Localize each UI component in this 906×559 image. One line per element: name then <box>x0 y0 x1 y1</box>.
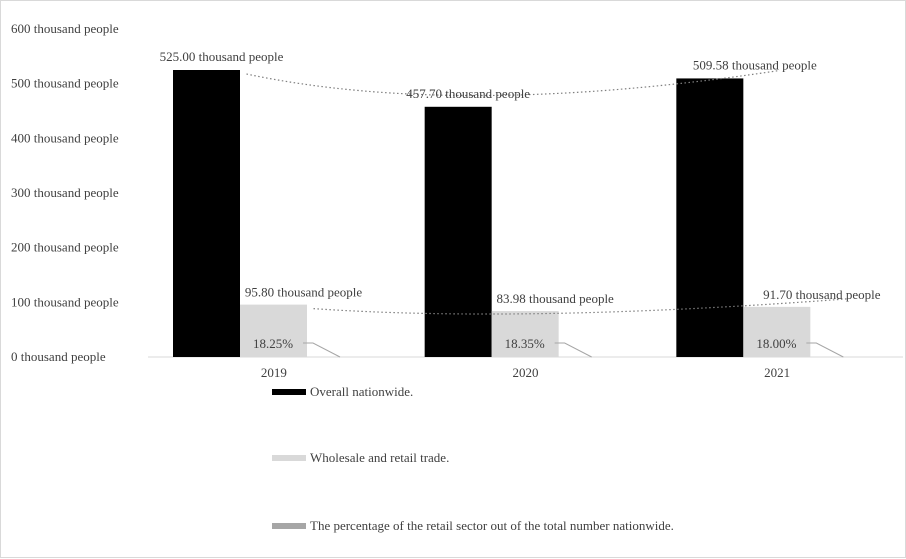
data-label-percentage: 18.25% <box>253 336 293 351</box>
bar-wholesale-retail <box>491 311 559 357</box>
x-tick-label: 2019 <box>261 365 287 380</box>
percentage-leader-line <box>554 342 592 358</box>
legend-swatch <box>272 455 306 461</box>
y-tick-label: 600 thousand people <box>11 21 119 36</box>
data-label-overall: 525.00 thousand people <box>160 49 284 64</box>
y-tick-label: 300 thousand people <box>11 185 119 200</box>
data-label-wholesale: 83.98 thousand people <box>496 291 614 306</box>
data-label-overall: 457.70 thousand people <box>406 86 530 101</box>
data-label-wholesale: 95.80 thousand people <box>245 285 363 300</box>
y-tick-label: 400 thousand people <box>11 130 119 145</box>
x-tick-label: 2021 <box>764 365 790 380</box>
legend-label: Overall nationwide. <box>310 384 413 399</box>
percentage-leader-line <box>806 342 844 358</box>
data-label-percentage: 18.00% <box>756 336 796 351</box>
trendline-overall <box>246 69 780 97</box>
data-label-percentage: 18.35% <box>505 336 545 351</box>
y-tick-label: 200 thousand people <box>11 240 119 255</box>
trend-layer <box>246 69 847 315</box>
bar-overall-nationwide <box>424 106 492 357</box>
bar-layer <box>173 70 811 358</box>
label-layer: 525.00 thousand people 95.80 thousand peo… <box>160 49 881 358</box>
legend-label: The percentage of the retail sector out … <box>310 518 674 533</box>
y-tick-label: 500 thousand people <box>11 76 119 91</box>
legend-swatch <box>272 389 306 395</box>
y-tick-label: 100 thousand people <box>11 294 119 309</box>
bar-overall-nationwide <box>173 70 240 357</box>
legend-swatch <box>272 523 306 529</box>
bar-wholesale-retail <box>240 304 307 357</box>
percentage-leader-line <box>303 342 341 358</box>
data-label-wholesale: 91.70 thousand people <box>763 287 881 302</box>
data-label-overall: 509.58 thousand people <box>693 57 817 72</box>
y-tick-label: 0 thousand people <box>11 349 106 364</box>
legend-label: Wholesale and retail trade. <box>310 450 449 465</box>
bar-wholesale-retail <box>743 306 811 357</box>
legend-layer: Overall nationwide. Wholesale and retail … <box>272 384 674 533</box>
x-tick-label: 2020 <box>513 365 539 380</box>
trendline-wholesale <box>313 298 847 315</box>
bar-overall-nationwide <box>676 78 744 358</box>
